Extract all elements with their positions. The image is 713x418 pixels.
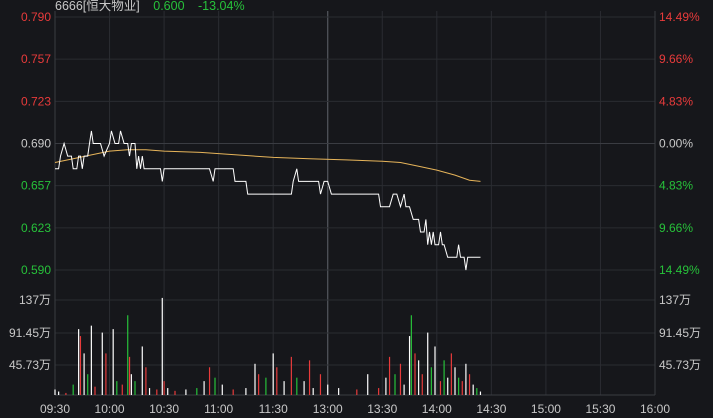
time-tick-label: 09:30 <box>40 402 70 416</box>
price-line <box>55 130 481 271</box>
change-percent: -13.04% <box>198 0 245 13</box>
time-tick-label: 13:30 <box>367 402 397 416</box>
price-tick-label: 0.590 <box>21 263 51 277</box>
volume-tick-label: 45.73万 <box>9 358 51 372</box>
price-tick-label: 0.757 <box>21 52 51 66</box>
price-tick-label: 0.790 <box>21 10 51 24</box>
pct-tick-label: 4.83% <box>659 94 693 108</box>
time-tick-label: 14:30 <box>476 402 506 416</box>
pct-tick-label: 14.49% <box>659 10 700 24</box>
last-price: 0.600 <box>153 0 185 13</box>
pct-tick-label: 9.66% <box>659 221 693 235</box>
time-tick-label: 11:00 <box>204 402 233 416</box>
volume-tick-label-right: 137万 <box>659 293 691 307</box>
pct-tick-label: 14.49% <box>659 263 700 277</box>
time-tick-label: 14:00 <box>422 402 452 416</box>
time-tick-label: 10:00 <box>95 402 125 416</box>
pct-tick-label: 0.00% <box>659 137 693 151</box>
price-tick-label: 0.723 <box>21 94 51 108</box>
stock-name: 6666[恒大物业] <box>55 0 140 13</box>
time-tick-label: 15:00 <box>531 402 561 416</box>
quote-header: 6666[恒大物业] 0.600 -13.04% <box>55 0 255 14</box>
time-tick-label: 16:00 <box>640 402 670 416</box>
volume-tick-label-right: 91.45万 <box>659 326 701 340</box>
average-price-line <box>54 149 481 182</box>
volume-tick-label: 137万 <box>19 293 51 307</box>
volume-tick-label: 91.45万 <box>9 326 51 340</box>
price-tick-label: 0.623 <box>21 221 51 235</box>
volume-tick-label-right: 45.73万 <box>659 358 701 372</box>
time-tick-label: 10:30 <box>149 402 179 416</box>
time-tick-label: 11:30 <box>259 402 288 416</box>
time-tick-label: 13:00 <box>313 402 343 416</box>
pct-tick-label: 9.66% <box>659 52 693 66</box>
price-tick-label: 0.690 <box>21 137 51 151</box>
pct-tick-label: 4.83% <box>659 179 693 193</box>
time-tick-label: 15:30 <box>585 402 615 416</box>
price-tick-label: 0.657 <box>21 179 51 193</box>
